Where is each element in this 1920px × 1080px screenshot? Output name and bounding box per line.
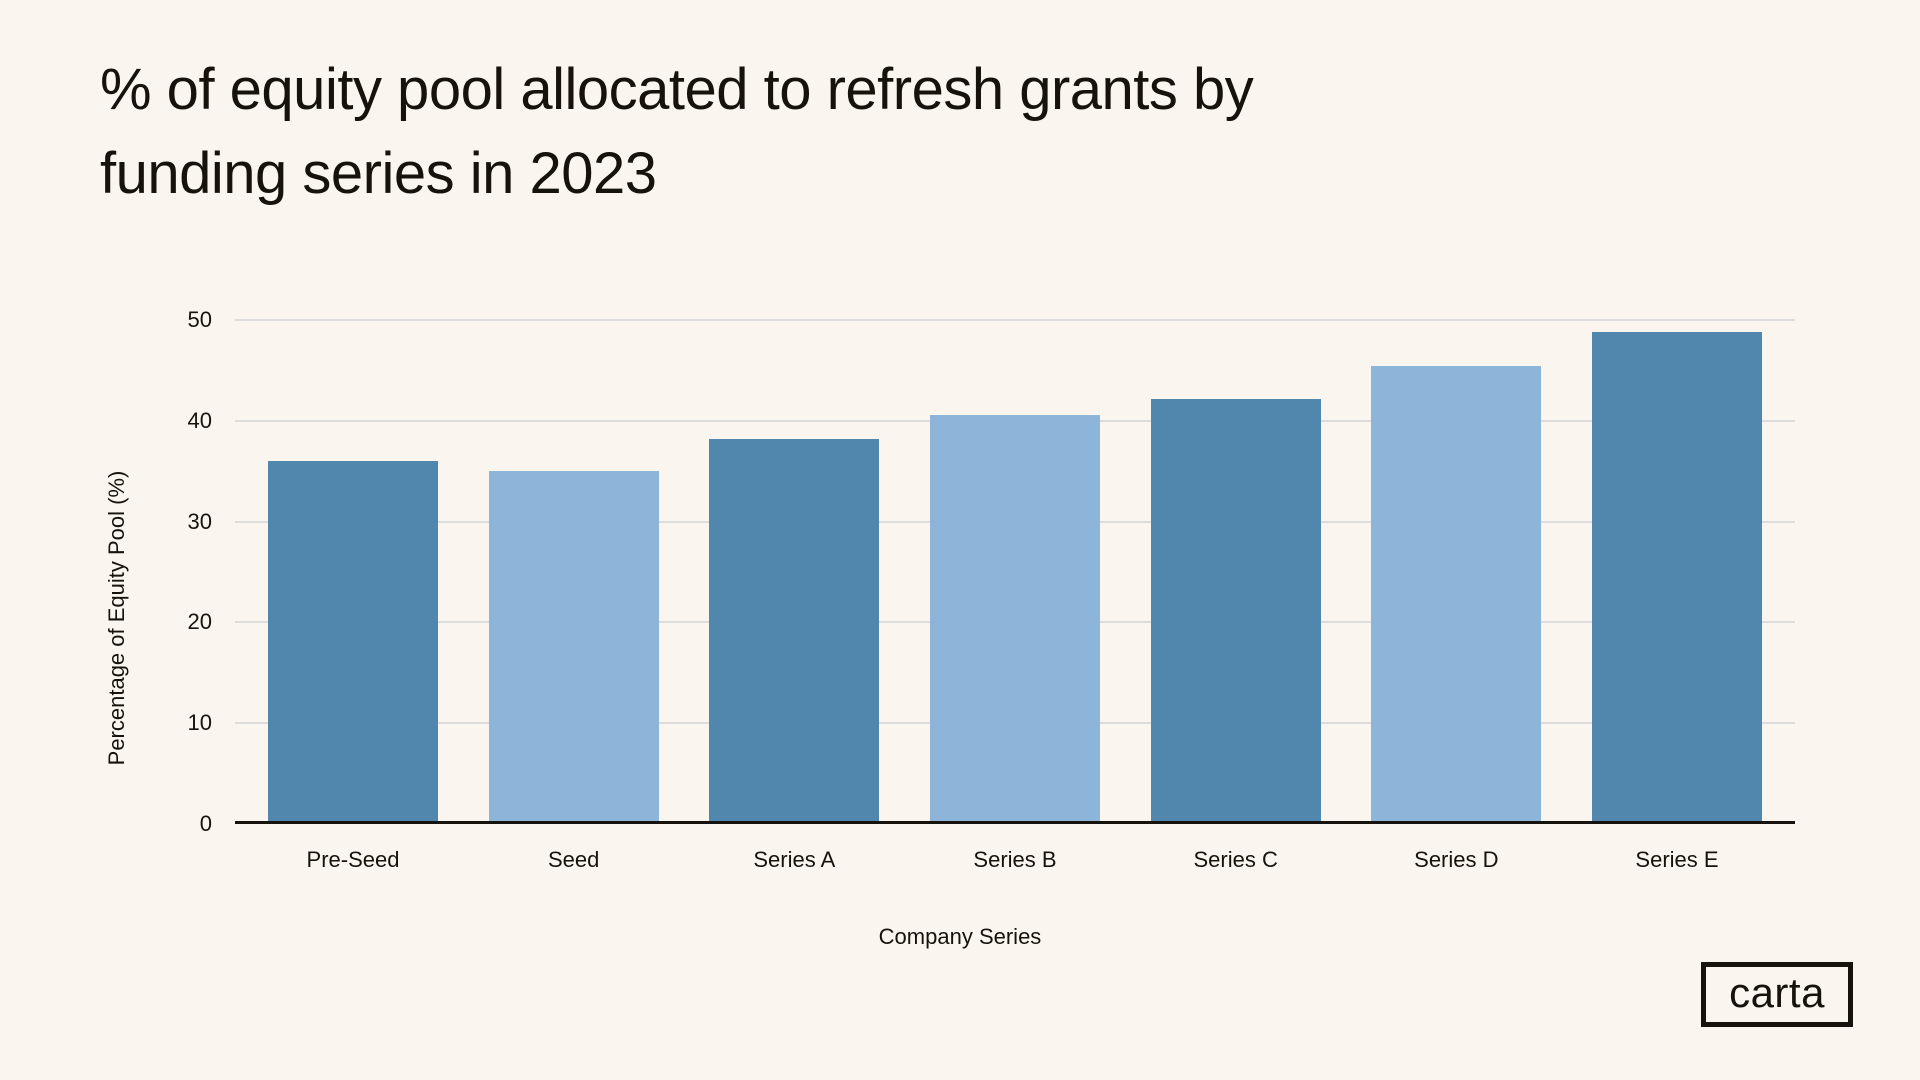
bar-series-c (1150, 398, 1321, 824)
x-tick-label-series-e: Series E (1635, 847, 1719, 872)
x-tick-label-series-a: Series A (753, 847, 836, 872)
gridline-50 (235, 319, 1795, 321)
y-axis-title: Percentage of Equity Pool (%) (104, 470, 129, 766)
bar-series-e (1592, 332, 1762, 824)
y-tick-label-50: 50 (187, 307, 212, 332)
x-axis-line (235, 821, 1795, 824)
x-axis-title: Company Series (878, 924, 1042, 949)
y-tick-label-20: 20 (187, 609, 212, 635)
chart-title: % of equity pool allocated to refresh gr… (100, 48, 1254, 216)
bar-series-d (1371, 366, 1542, 824)
y-tick-label-0: 0 (199, 811, 212, 836)
y-axis-tick-labels: 0 10 20 30 40 50 (140, 307, 212, 836)
bar-seed (488, 471, 659, 824)
x-tick-label-series-d: Series D (1414, 847, 1499, 872)
bar-series-b (930, 414, 1100, 824)
y-tick-label-30: 30 (187, 508, 212, 534)
y-tick-label-10: 10 (187, 710, 212, 736)
carta-logo-text: carta (1729, 968, 1825, 1016)
bar-pre-seed (268, 461, 438, 824)
x-axis-tick-labels: Pre-Seed Seed Series A Series B Series C Seri… (235, 847, 1795, 877)
carta-logo: carta (1701, 962, 1853, 1027)
y-tick-label-40: 40 (187, 407, 212, 433)
x-tick-label-pre-seed: Pre-Seed (306, 847, 400, 872)
plot-area (235, 319, 1795, 824)
x-tick-label-seed: Seed (547, 847, 600, 872)
chart-title-line-2: funding series in 2023 (100, 141, 657, 206)
x-tick-label-series-c: Series C (1193, 847, 1278, 872)
x-tick-label-series-b: Series B (973, 847, 1057, 872)
bar-series-a (709, 438, 880, 824)
chart-title-line-1: % of equity pool allocated to refresh gr… (100, 57, 1254, 122)
